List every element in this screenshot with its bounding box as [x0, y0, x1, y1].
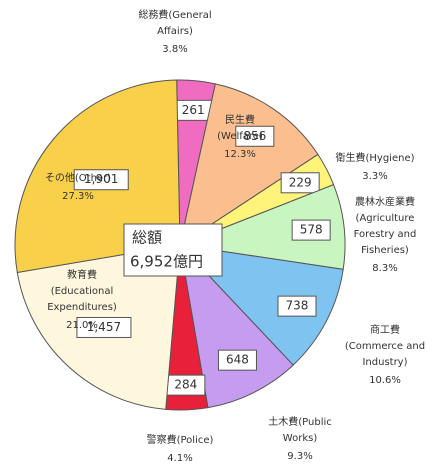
category-label: 総務費(General [138, 8, 211, 21]
category-label: Affairs) [157, 26, 193, 37]
percent-label: 27.3% [62, 191, 94, 202]
total-box [123, 223, 223, 277]
value-box [280, 172, 320, 194]
category-label: 農林水産業費 [355, 195, 415, 208]
percent-label: 3.3% [362, 171, 387, 182]
category-label: 衛生費(Hygiene) [335, 151, 414, 164]
category-label: (Agriculture [356, 213, 415, 224]
percent-label: 21.0% [66, 320, 98, 331]
value-label: 229 [289, 175, 312, 189]
value-label: 1,457 [87, 320, 121, 334]
category-label: Industry) [362, 357, 407, 368]
percent-label: 12.3% [224, 149, 256, 160]
category-label: 警察費(Police) [147, 433, 214, 446]
percent-label: 9.3% [287, 451, 312, 462]
category-label: その他(Other) [45, 171, 111, 184]
category-label: Forestry and [354, 229, 417, 240]
value-label: 648 [226, 353, 249, 367]
value-label: 1,901 [84, 172, 118, 186]
pie-slice [179, 243, 294, 409]
percent-label: 10.6% [369, 375, 401, 386]
value-box [235, 125, 275, 147]
percent-label: 8.3% [372, 263, 397, 274]
category-label: 土木費(Public [268, 415, 332, 428]
category-label: 商工費 [370, 323, 400, 336]
value-box [277, 295, 317, 317]
total-value: 6,952億円 [130, 253, 203, 271]
total-title: 総額 [132, 229, 162, 247]
value-box [217, 349, 257, 371]
value-label: 284 [174, 378, 197, 392]
category-label: (Commerce and [345, 341, 425, 352]
value-box [291, 219, 331, 241]
category-label: Fisheries) [361, 245, 409, 256]
value-label: 261 [182, 103, 205, 117]
category-label: 教育費 [67, 268, 97, 281]
category-label: Works) [283, 433, 318, 444]
value-box [76, 316, 132, 338]
value-label: 856 [243, 129, 266, 143]
category-label: (Welfare) [217, 131, 263, 142]
percent-label: 4.1% [167, 453, 192, 464]
category-label: (Educational [51, 286, 114, 297]
value-box [73, 169, 129, 191]
value-label: 738 [286, 299, 309, 313]
value-label: 578 [300, 223, 323, 237]
pie-slice [179, 83, 319, 247]
category-label: Expenditures) [47, 302, 117, 313]
percent-label: 3.8% [162, 44, 187, 55]
category-label: 民生費 [225, 113, 255, 126]
